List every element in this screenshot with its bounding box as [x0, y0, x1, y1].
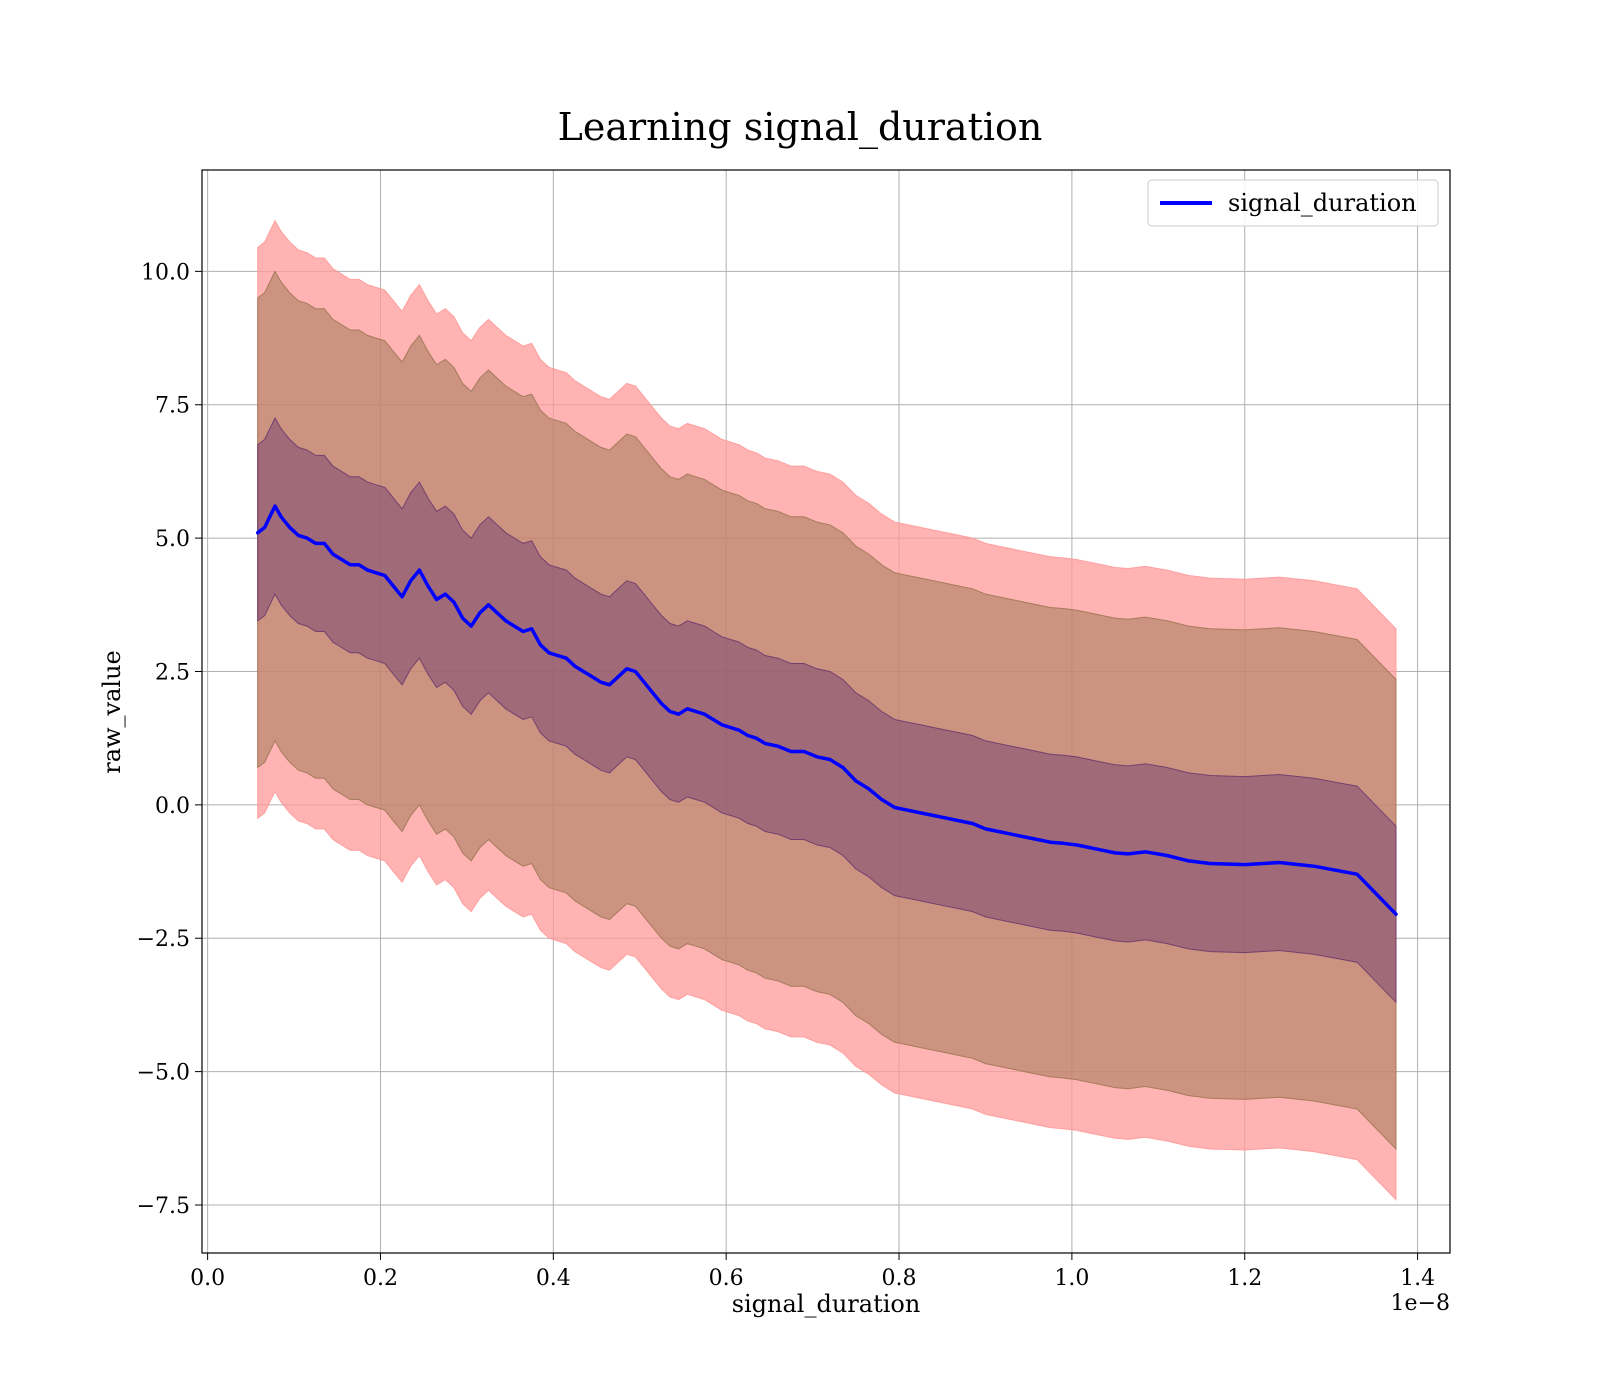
plot-frame [201, 169, 1451, 1254]
y-tick-label: 2.5 [155, 660, 190, 685]
y-tick-label: −2.5 [137, 927, 190, 952]
band-middle [257, 270, 1397, 1151]
x-tick-label: 0.2 [363, 1266, 398, 1291]
series-line-signal-duration [255, 504, 1398, 916]
x-tick-label: 0.6 [709, 1266, 744, 1291]
y-tick-label: −7.5 [137, 1194, 190, 1219]
y-tick-label: 0.0 [155, 794, 190, 819]
x-axis-offset-label: 1e−8 [1391, 1291, 1450, 1316]
x-tick-label: 0.8 [882, 1266, 917, 1291]
chart-title: Learning signal_duration [558, 105, 1043, 150]
x-tick-label: 1.2 [1227, 1266, 1262, 1291]
y-tick-label: −5.0 [137, 1061, 190, 1086]
x-axis-ticks: 0.0 0.2 0.4 0.6 0.8 1.0 1.2 1.4 [190, 1253, 1435, 1291]
confidence-bands [257, 219, 1397, 1201]
legend-box [1147, 179, 1439, 227]
y-tick-label: 5.0 [155, 527, 190, 552]
y-axis-label: raw_value [98, 650, 126, 774]
band-inner [257, 417, 1397, 1004]
x-axis-label: signal_duration [732, 1290, 921, 1318]
series-lines [255, 504, 1398, 916]
x-tick-label: 0.4 [536, 1266, 571, 1291]
x-tick-label: 1.4 [1400, 1266, 1435, 1291]
legend-label-signal-duration: signal_duration [1228, 189, 1417, 217]
x-tick-label: 1.0 [1054, 1266, 1089, 1291]
x-tick-label: 0.0 [190, 1266, 225, 1291]
y-axis-ticks: −7.5 −5.0 −2.5 0.0 2.5 5.0 7.5 10.0 [137, 260, 202, 1219]
y-tick-label: 10.0 [141, 260, 190, 285]
y-tick-label: 7.5 [155, 394, 190, 419]
legend: signal_duration [1147, 179, 1439, 227]
